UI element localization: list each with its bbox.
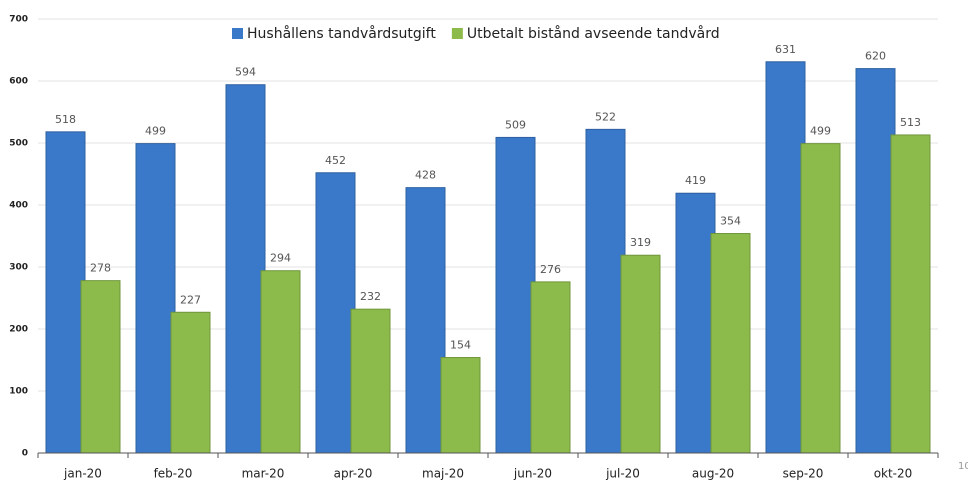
- bar: [135, 143, 176, 454]
- value-label: 232: [360, 290, 381, 303]
- bar: [710, 233, 751, 454]
- value-label: 278: [90, 262, 111, 275]
- bar: [495, 136, 536, 454]
- value-label: 419: [685, 174, 706, 187]
- bar: [855, 68, 896, 454]
- bar: [585, 128, 626, 454]
- y-tick-label: 100: [9, 387, 28, 397]
- y-tick-label: 600: [9, 77, 28, 87]
- legend-label: Hushållens tandvårdsutgift: [247, 25, 436, 42]
- value-label: 276: [540, 263, 561, 276]
- y-tick-label: 0: [22, 449, 28, 459]
- legend-swatch: [451, 28, 463, 39]
- bar: [315, 172, 356, 454]
- value-label: 518: [55, 113, 76, 126]
- bar: [765, 61, 806, 454]
- value-label: 499: [810, 125, 831, 138]
- y-tick-label: 700: [9, 15, 28, 25]
- bar: [800, 143, 841, 454]
- legend-label: Utbetalt bistånd avseende tandvård: [467, 25, 720, 42]
- value-label: 294: [270, 252, 291, 265]
- value-label: 631: [775, 43, 796, 56]
- x-tick-label: sep-20: [783, 467, 824, 481]
- bar: [45, 131, 86, 454]
- bar: [405, 187, 446, 454]
- legend-swatch: [232, 28, 243, 39]
- value-label: 499: [145, 125, 166, 138]
- bar: [620, 254, 661, 454]
- x-tick-label: maj-20: [422, 467, 464, 481]
- bar: [350, 308, 391, 454]
- value-label: 620: [865, 50, 886, 63]
- bar: [260, 270, 301, 454]
- y-tick-label: 300: [9, 263, 28, 273]
- bar: [675, 192, 716, 454]
- x-tick-label: jul-20: [605, 467, 640, 481]
- x-tick-label: aug-20: [692, 467, 734, 481]
- x-tick-label: apr-20: [334, 467, 373, 481]
- value-label: 509: [505, 118, 526, 131]
- x-tick-label: feb-20: [154, 467, 193, 481]
- value-label: 513: [900, 116, 921, 129]
- x-tick-label: jun-20: [513, 467, 552, 481]
- x-tick-label: mar-20: [242, 467, 285, 481]
- value-label: 227: [180, 293, 201, 306]
- x-tick-label: jan-20: [63, 467, 102, 481]
- bar: [440, 357, 481, 454]
- value-label: 594: [235, 66, 256, 79]
- y-tick-label: 400: [9, 201, 28, 211]
- value-label: 452: [325, 154, 346, 167]
- bar: [890, 134, 931, 454]
- bar: [170, 311, 211, 454]
- corner-label: 10: [958, 461, 968, 472]
- value-label: 522: [595, 110, 616, 123]
- bar: [530, 281, 571, 454]
- value-label: 354: [720, 215, 741, 228]
- value-label: 154: [450, 339, 471, 352]
- x-tick-label: okt-20: [874, 467, 913, 481]
- value-label: 319: [630, 236, 651, 249]
- y-tick-label: 500: [9, 139, 28, 149]
- bar: [80, 280, 121, 454]
- bar: [225, 84, 266, 454]
- value-label: 428: [415, 169, 436, 182]
- y-tick-label: 200: [9, 325, 28, 335]
